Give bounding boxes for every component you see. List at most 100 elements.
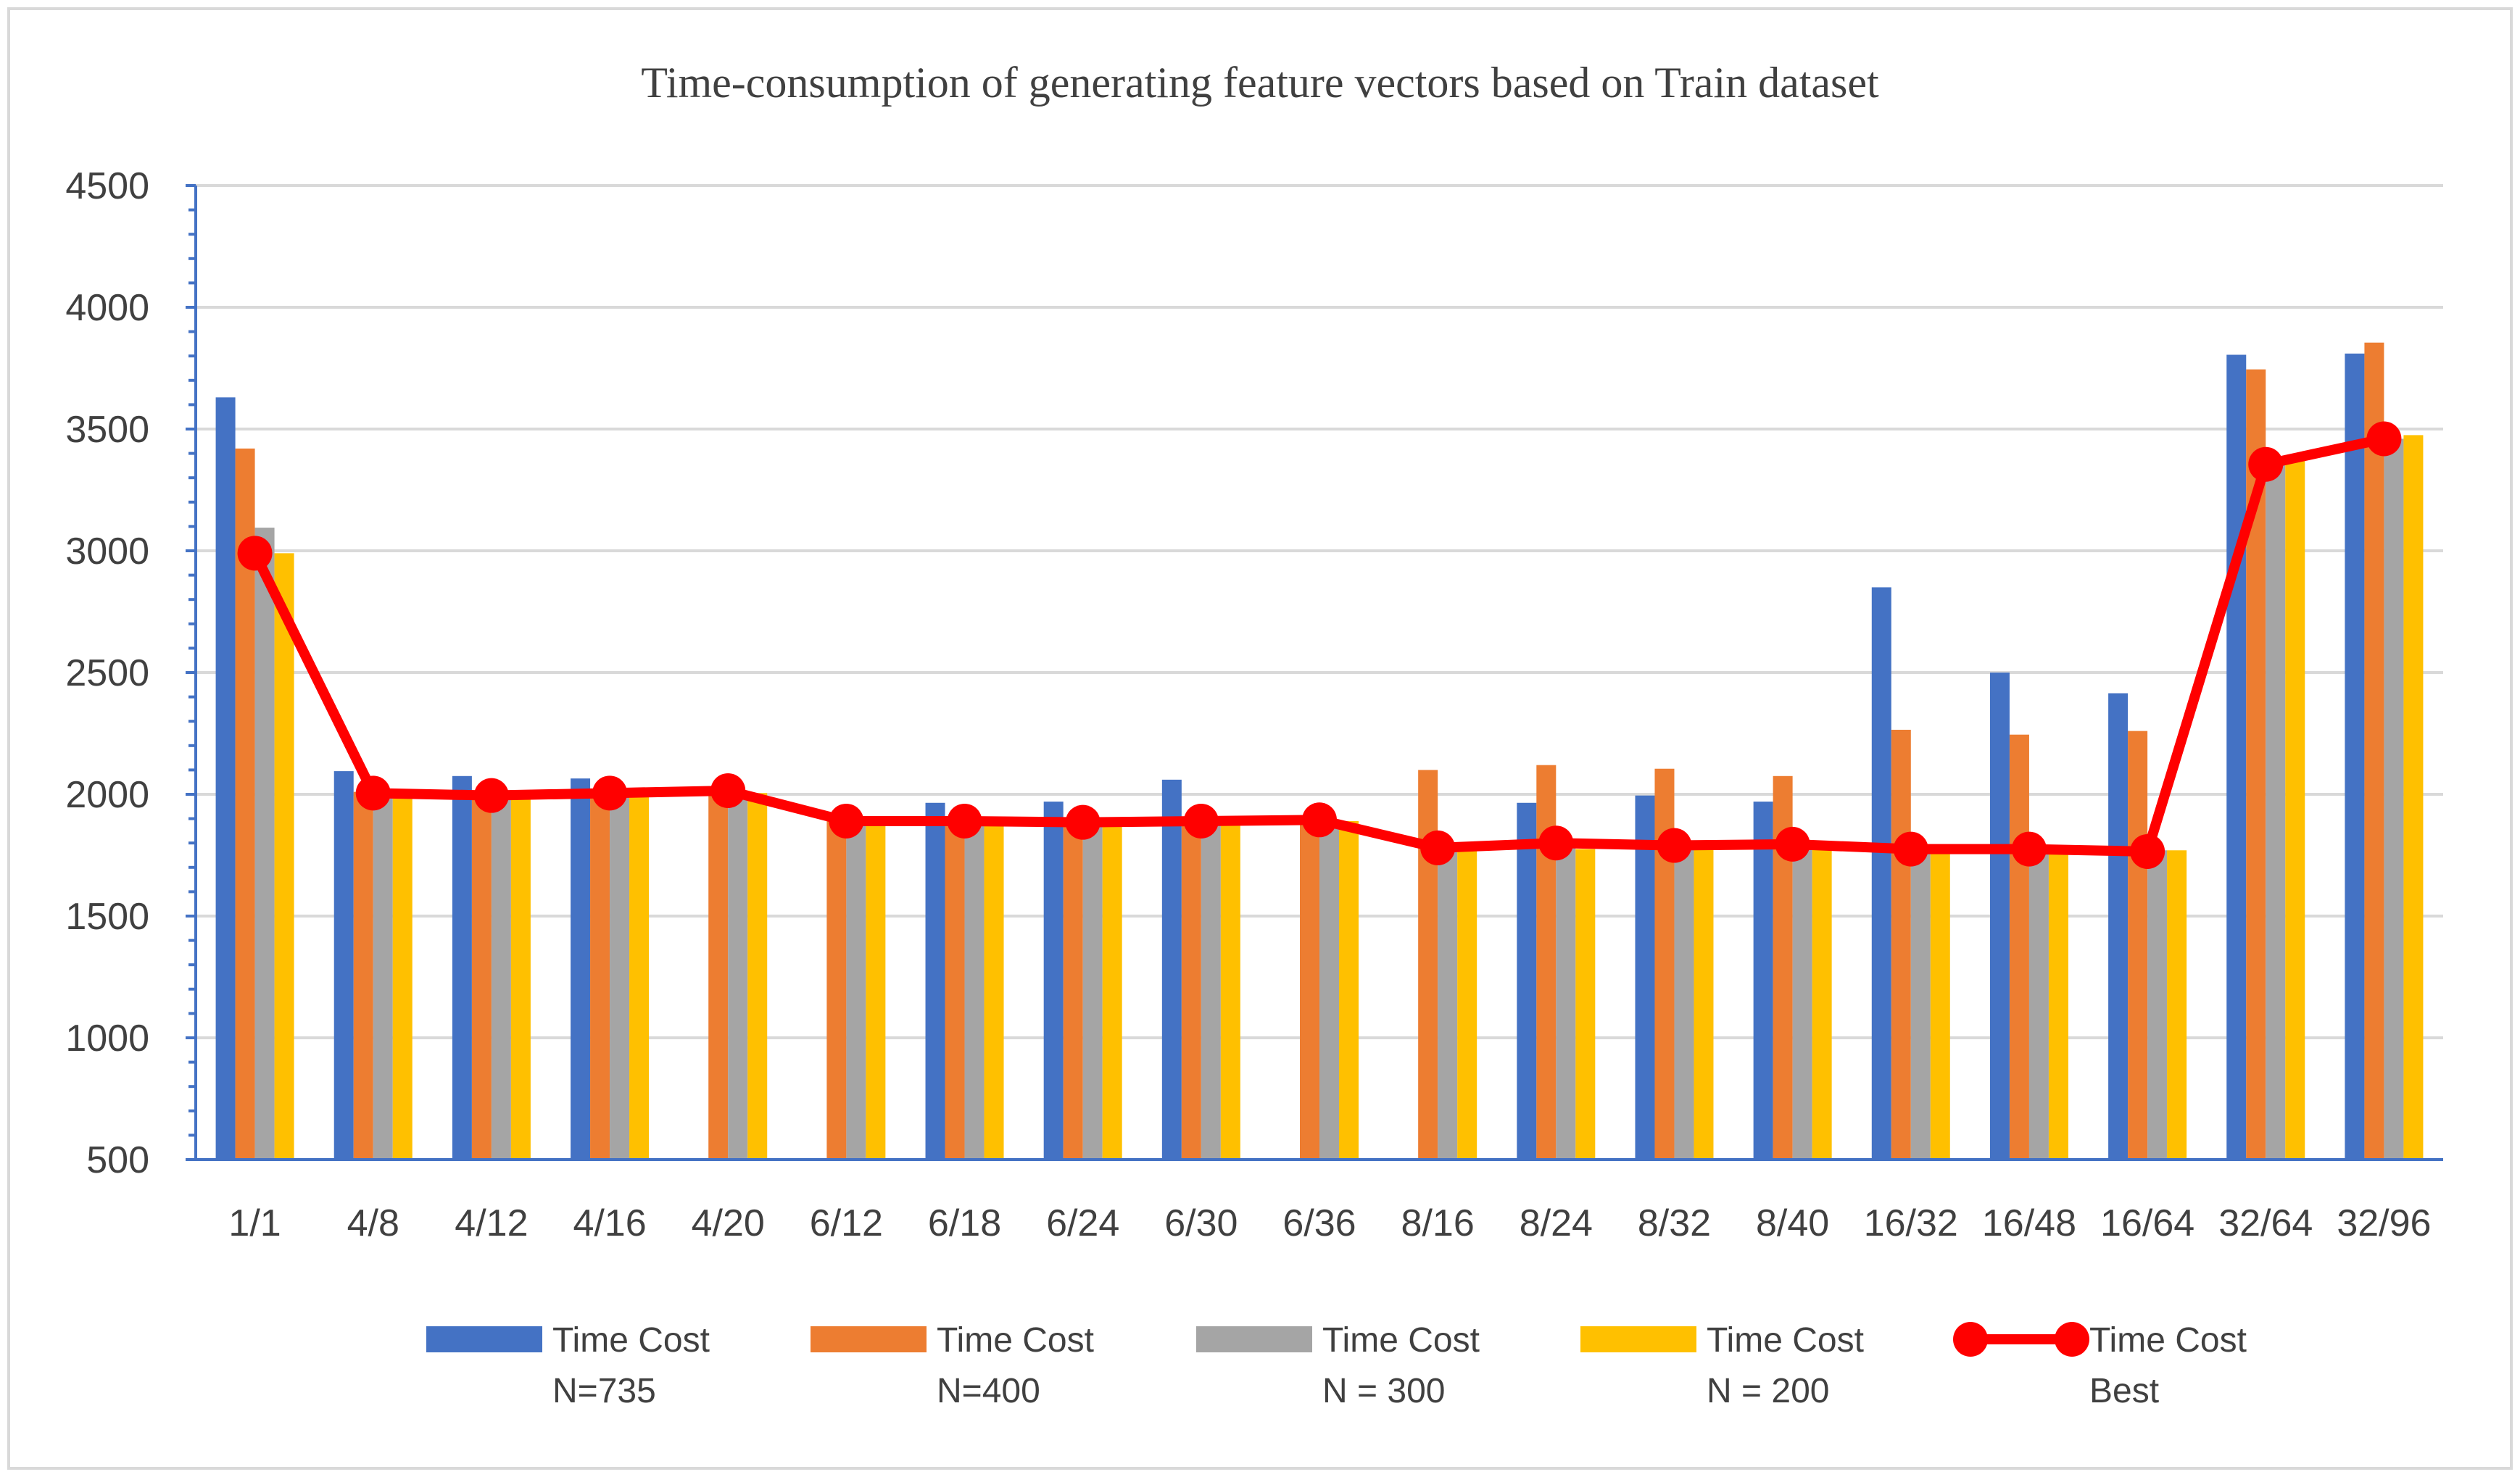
bar-3-16-64: [2147, 850, 2168, 1160]
bar-1-6-24: [1043, 802, 1064, 1160]
bar-4-8-24: [1575, 849, 1596, 1160]
bar-4-4-16: [629, 795, 650, 1160]
y-tick-label: 4500: [65, 165, 149, 207]
bar-2-6-18: [945, 820, 965, 1160]
axes: [186, 184, 2443, 1161]
bar-3-16-48: [2028, 849, 2049, 1160]
bar-4-6-30: [1220, 823, 1240, 1160]
bar-4-8-16: [1457, 850, 1477, 1160]
legend-label-line-1: Time Cost: [1707, 1321, 1864, 1360]
bar-2-4-20: [708, 790, 729, 1160]
y-tick-label: 500: [86, 1139, 149, 1181]
bar-1-16-64: [2108, 693, 2129, 1160]
best-point: [237, 536, 273, 571]
best-point: [829, 803, 864, 839]
best-point: [1065, 804, 1101, 840]
y-tick-label: 1000: [65, 1018, 149, 1060]
x-tick-label: 32/64: [2218, 1202, 2313, 1244]
bar-3-6-30: [1201, 822, 1221, 1160]
best-point: [1657, 828, 1692, 863]
legend-swatch-3: [1196, 1326, 1312, 1352]
bar-2-6-24: [1063, 820, 1083, 1160]
best-point: [1183, 803, 1219, 839]
bar-1-8-24: [1517, 802, 1537, 1160]
best-point: [355, 775, 391, 811]
bar-1-16-32: [1871, 587, 1891, 1160]
bar-2-8-32: [1654, 768, 1675, 1160]
legend-label-line-1: Time Cost: [937, 1321, 1094, 1360]
x-tick-label: 4/12: [455, 1202, 528, 1244]
legend-swatch-2: [811, 1326, 927, 1352]
legend-swatch-1: [426, 1326, 542, 1352]
y-tick-label: 3000: [65, 531, 149, 573]
legend-label-line-2: N=400: [937, 1372, 1040, 1410]
bar-2-16-48: [2009, 734, 2029, 1160]
bar-4-6-18: [984, 823, 1004, 1160]
best-point: [1420, 830, 1456, 865]
bar-3-4-20: [728, 791, 748, 1160]
legend-label-line-1: Time Cost: [552, 1321, 710, 1360]
bar-3-4-8: [373, 793, 393, 1160]
x-tick-label: 6/12: [810, 1202, 883, 1244]
bar-1-32-96: [2345, 353, 2365, 1160]
x-tick-label: 6/18: [928, 1202, 1001, 1244]
legend-marker: [1953, 1322, 1988, 1357]
best-point: [710, 773, 746, 808]
bar-3-8-40: [1792, 845, 1812, 1160]
bar-1-8-32: [1635, 795, 1655, 1160]
legend-label-line-1: Time Cost: [1322, 1321, 1480, 1360]
gridlines: [196, 184, 2443, 1039]
best-point: [947, 803, 982, 839]
bar-4-32-64: [2285, 459, 2305, 1160]
x-tick-label: 16/48: [1982, 1202, 2076, 1244]
bar-1-32-64: [2226, 354, 2247, 1160]
tick-labels: 500 1000 1500 2000 2500 3000 3500 4000 4500 1/1 4/…: [65, 165, 2431, 1244]
bar-1-16-48: [1989, 673, 2010, 1160]
bar-3-8-16: [1438, 846, 1458, 1160]
legend-marker: [2055, 1322, 2089, 1357]
bar-1-8-40: [1753, 802, 1773, 1160]
bar-2-8-24: [1536, 765, 1557, 1160]
bar-3-6-36: [1319, 820, 1339, 1160]
best-point: [2366, 421, 2402, 457]
x-tick-label: 16/32: [1864, 1202, 1958, 1244]
bar-4-32-96: [2403, 435, 2424, 1160]
y-tick-label: 2000: [65, 774, 149, 816]
bar-3-16-32: [1910, 849, 1931, 1160]
bar-2-16-32: [1891, 729, 1911, 1160]
bar-4-4-8: [392, 794, 413, 1160]
bar-1-4-16: [571, 778, 591, 1160]
bar-3-8-32: [1674, 846, 1694, 1160]
bar-2-6-30: [1181, 820, 1201, 1160]
best-point: [1538, 825, 1574, 861]
bar-2-16-64: [2128, 731, 2148, 1160]
y-tick-label: 3500: [65, 409, 149, 451]
x-tick-label: 8/40: [1756, 1202, 1829, 1244]
bar-4-4-20: [747, 793, 768, 1160]
bar-3-8-24: [1556, 845, 1576, 1160]
bar-1-4-12: [452, 775, 472, 1160]
bar-2-4-8: [353, 791, 373, 1160]
x-tick-label: 6/24: [1046, 1202, 1119, 1244]
best-point: [473, 778, 509, 813]
x-tick-label: 8/16: [1401, 1202, 1475, 1244]
bar-2-4-12: [471, 794, 492, 1160]
bar-4-6-36: [1339, 820, 1359, 1160]
bar-3-1-1: [254, 528, 275, 1160]
bar-2-8-16: [1418, 770, 1438, 1160]
bar-2-32-96: [2364, 342, 2384, 1160]
y-tick-label: 1500: [65, 896, 149, 938]
legend-label-line-2: N=735: [552, 1372, 656, 1410]
x-tick-label: 4/20: [692, 1202, 765, 1244]
bar-3-6-18: [964, 822, 985, 1160]
legend-swatch-4: [1580, 1326, 1696, 1352]
best-point: [2011, 831, 2047, 867]
y-tick-label: 2500: [65, 652, 149, 694]
bar-3-6-12: [846, 820, 866, 1160]
legend-label-line-2: N = 200: [1707, 1372, 1829, 1410]
bar-3-32-96: [2384, 438, 2404, 1160]
best-point: [1775, 826, 1810, 862]
x-tick-label: 6/36: [1282, 1202, 1356, 1244]
